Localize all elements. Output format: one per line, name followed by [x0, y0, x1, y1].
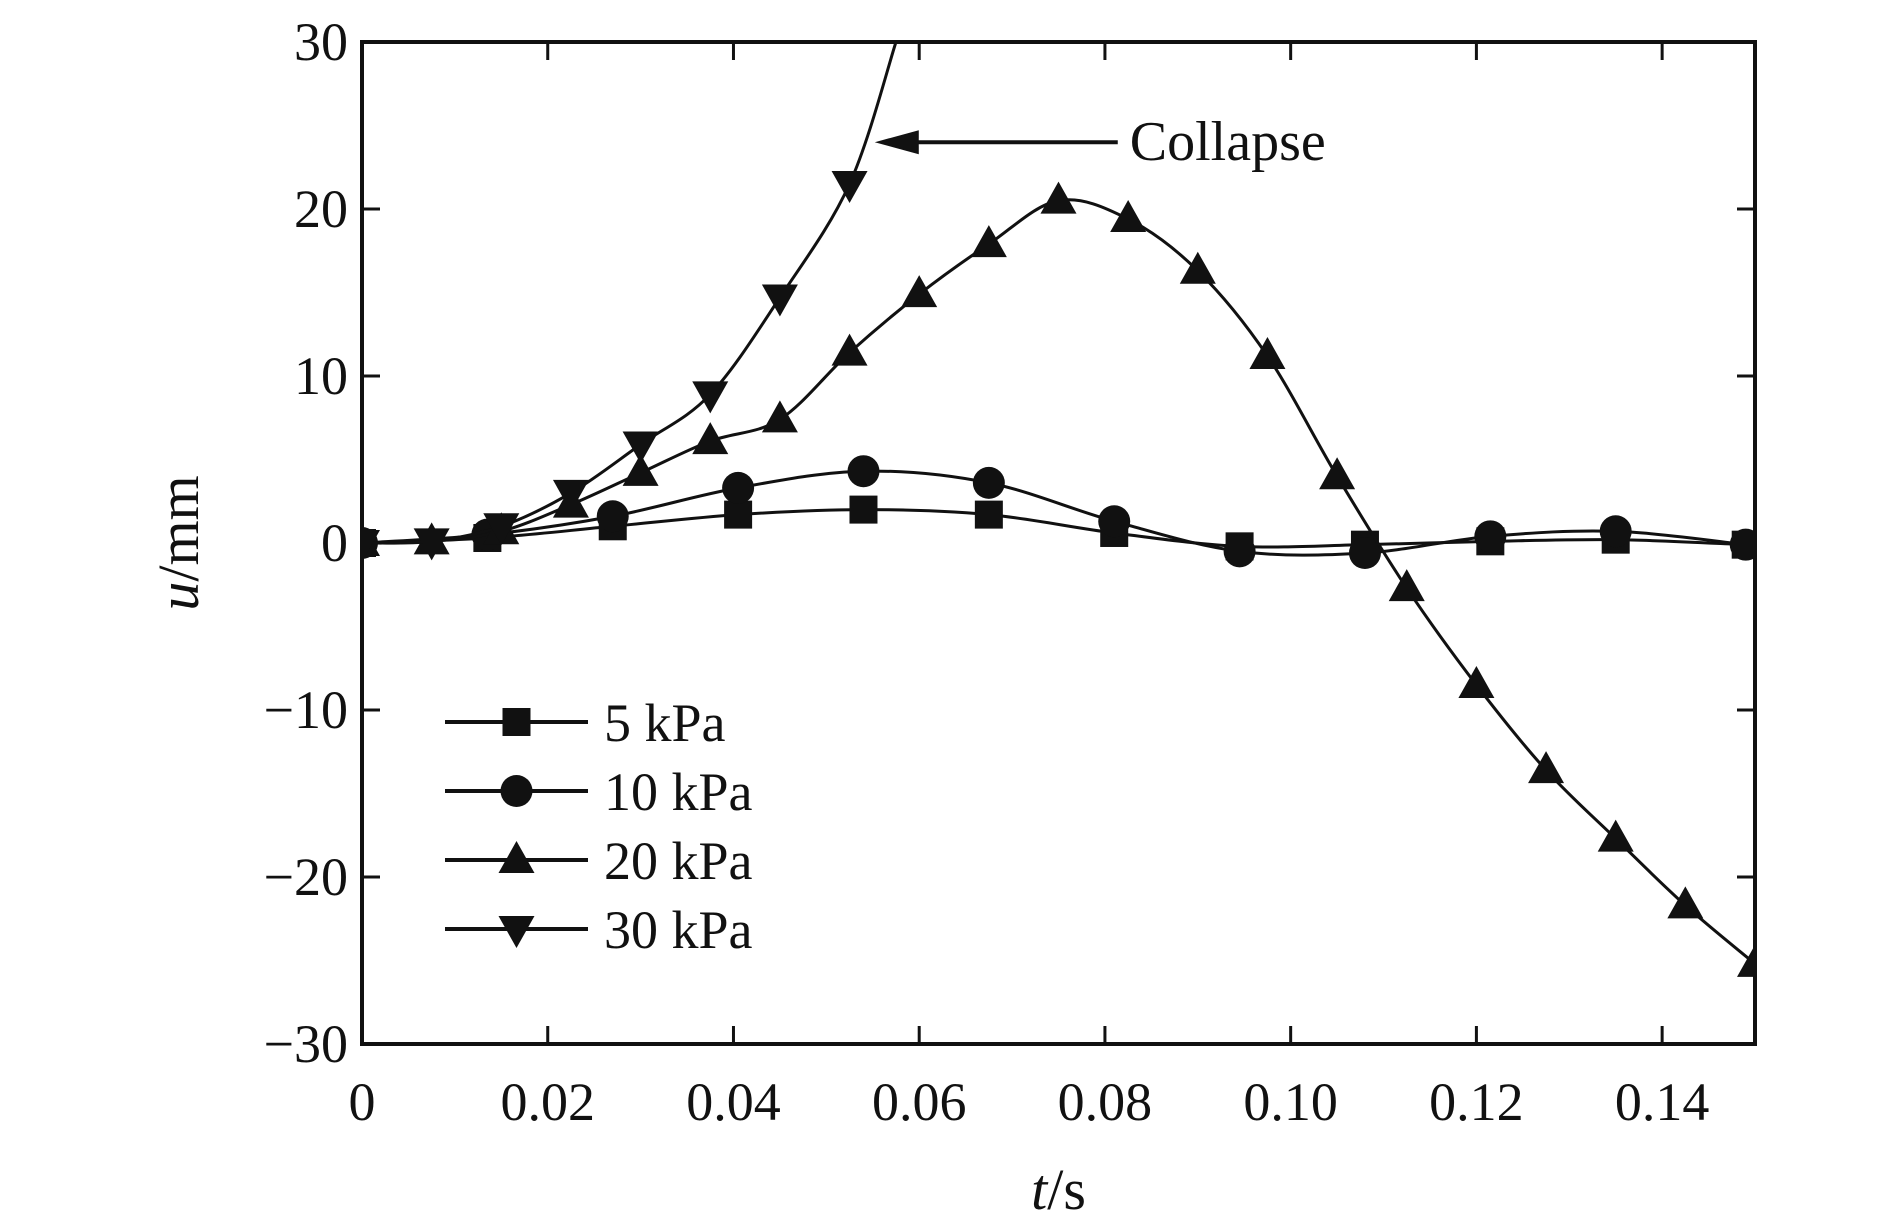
data-point — [761, 400, 798, 433]
data-point — [1223, 535, 1256, 568]
annotation-arrow-head — [874, 130, 919, 155]
x-axis: 0 0.02 0.04 0.06 0.08 0.10 0.12 0.14 — [349, 42, 1710, 1132]
data-point — [1599, 515, 1632, 548]
data-point — [362, 530, 380, 562]
legend-marker — [498, 841, 535, 873]
y-axis: 30 20 10 0 −10 −20 −30 — [264, 12, 1755, 1074]
legend-label: 10 kPa — [604, 762, 753, 822]
data-point — [1667, 886, 1704, 919]
data-point — [761, 284, 798, 317]
data-point — [1249, 336, 1286, 369]
data-point — [974, 500, 1003, 529]
x-tick-label: 0.10 — [1243, 1072, 1338, 1132]
data-point — [1040, 181, 1077, 214]
legend: 5 kPa 10 kPa 20 kPa 30 kPa — [445, 693, 753, 960]
y-tick-label: 10 — [294, 346, 348, 406]
data-point — [692, 381, 729, 414]
y-tick-label: −10 — [264, 680, 348, 740]
data-point — [724, 500, 753, 529]
data-point — [413, 528, 450, 561]
y-axis-label-unit: /mm — [146, 475, 211, 581]
annotation: Collapse — [874, 111, 1326, 173]
legend-label: 30 kPa — [604, 900, 753, 960]
x-tick-label: 0.04 — [686, 1072, 781, 1132]
series-layer — [362, 42, 1755, 977]
y-axis-label: u/mm — [146, 475, 211, 610]
data-point — [692, 422, 729, 455]
x-tick-label: 0.02 — [500, 1072, 595, 1132]
y-tick-label: −30 — [264, 1014, 348, 1074]
y-axis-label-var: u — [146, 582, 211, 611]
data-point — [1729, 528, 1755, 561]
data-point — [1348, 537, 1381, 570]
data-point — [1319, 457, 1356, 490]
x-tick-label: 0.14 — [1615, 1072, 1710, 1132]
series-20-kpa — [362, 181, 1755, 977]
legend-marker — [500, 775, 533, 807]
data-point — [1388, 569, 1425, 602]
x-tick-label: 0.08 — [1058, 1072, 1153, 1132]
x-tick-label: 0 — [349, 1072, 376, 1132]
series-10-kpa — [362, 455, 1755, 570]
data-point — [1110, 200, 1147, 233]
data-point — [849, 495, 878, 524]
series-30-kpa — [362, 42, 898, 562]
y-tick-label: −20 — [264, 847, 348, 907]
data-point — [622, 453, 659, 486]
x-tick-label: 0.12 — [1429, 1072, 1524, 1132]
legend-label: 20 kPa — [604, 831, 753, 891]
data-point — [970, 225, 1007, 258]
data-point — [483, 513, 520, 546]
legend-marker — [498, 916, 535, 948]
x-axis-label-var: t — [1031, 1157, 1049, 1221]
legend-label: 5 kPa — [604, 693, 726, 753]
data-point — [1474, 520, 1507, 553]
data-point — [901, 275, 938, 308]
y-tick-label: 0 — [321, 513, 348, 573]
data-point — [831, 170, 868, 203]
legend-item: 20 kPa — [445, 831, 753, 891]
x-axis-label: t/s — [1031, 1157, 1086, 1221]
series-line — [362, 42, 898, 545]
data-point — [552, 479, 589, 512]
data-point — [596, 500, 629, 533]
data-point — [972, 466, 1005, 499]
data-point — [831, 333, 868, 366]
legend-item: 10 kPa — [445, 762, 753, 822]
legend-item: 5 kPa — [445, 693, 726, 753]
legend-marker — [502, 708, 531, 736]
data-point — [1179, 251, 1216, 284]
data-point — [847, 455, 880, 488]
x-tick-label: 0.06 — [872, 1072, 967, 1132]
x-axis-label-unit: /s — [1047, 1157, 1086, 1221]
data-point — [722, 471, 755, 504]
series-line — [362, 198, 1755, 965]
series-5-kpa — [362, 495, 1755, 561]
data-point — [1458, 665, 1495, 698]
data-point — [1737, 944, 1755, 977]
data-point — [1597, 819, 1634, 852]
data-point — [622, 431, 659, 464]
y-tick-label: 30 — [294, 12, 348, 72]
data-point — [1528, 751, 1565, 784]
annotation-label: Collapse — [1130, 111, 1326, 173]
y-tick-label: 20 — [294, 179, 348, 239]
legend-item: 30 kPa — [445, 900, 753, 960]
data-point — [1098, 505, 1131, 538]
